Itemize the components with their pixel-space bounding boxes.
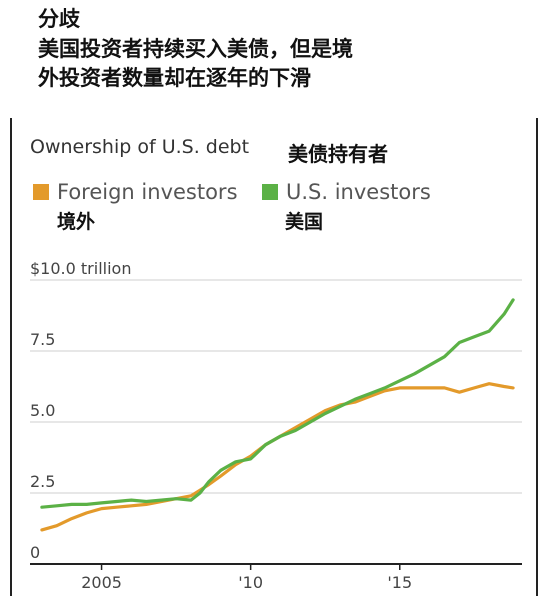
headline: 分歧 美国投资者持续买入美债，但是境 外投资者数量却在逐年的下滑 — [38, 4, 353, 92]
x-tick-label-0: 2005 — [81, 573, 122, 592]
x-tick-label-2: '15 — [387, 573, 412, 592]
legend-item-us: U.S. investors — [262, 180, 431, 204]
y-tick-label-0: 0 — [30, 543, 40, 562]
legend-swatch-us — [262, 184, 278, 200]
chart-frame — [10, 118, 538, 596]
headline-line-2: 美国投资者持续买入美债，但是境 — [38, 36, 353, 61]
series-line-us — [40, 298, 515, 509]
legend-label-us-cn: 美国 — [285, 211, 324, 233]
series-line-foreign — [40, 382, 515, 532]
headline-line-3: 外投资者数量却在逐年的下滑 — [38, 65, 311, 90]
legend-label-foreign: Foreign investors — [57, 180, 238, 204]
y-tick-label-2: 5.0 — [30, 401, 55, 420]
y-tick-label-4: $10.0 trillion — [30, 259, 131, 278]
legend-swatch-foreign — [33, 184, 49, 200]
legend-item-foreign: Foreign investors — [33, 180, 238, 204]
x-tick-label-1: '10 — [238, 573, 263, 592]
chart-title-cn: 美债持有者 — [288, 142, 388, 166]
y-tick-label-1: 2.5 — [30, 472, 55, 491]
chart-title: Ownership of U.S. debt — [30, 136, 250, 158]
legend-label-us: U.S. investors — [286, 180, 431, 204]
y-tick-label-3: 7.5 — [30, 330, 55, 349]
legend-label-foreign-cn: 境外 — [57, 211, 96, 233]
headline-line-1: 分歧 — [38, 6, 80, 31]
